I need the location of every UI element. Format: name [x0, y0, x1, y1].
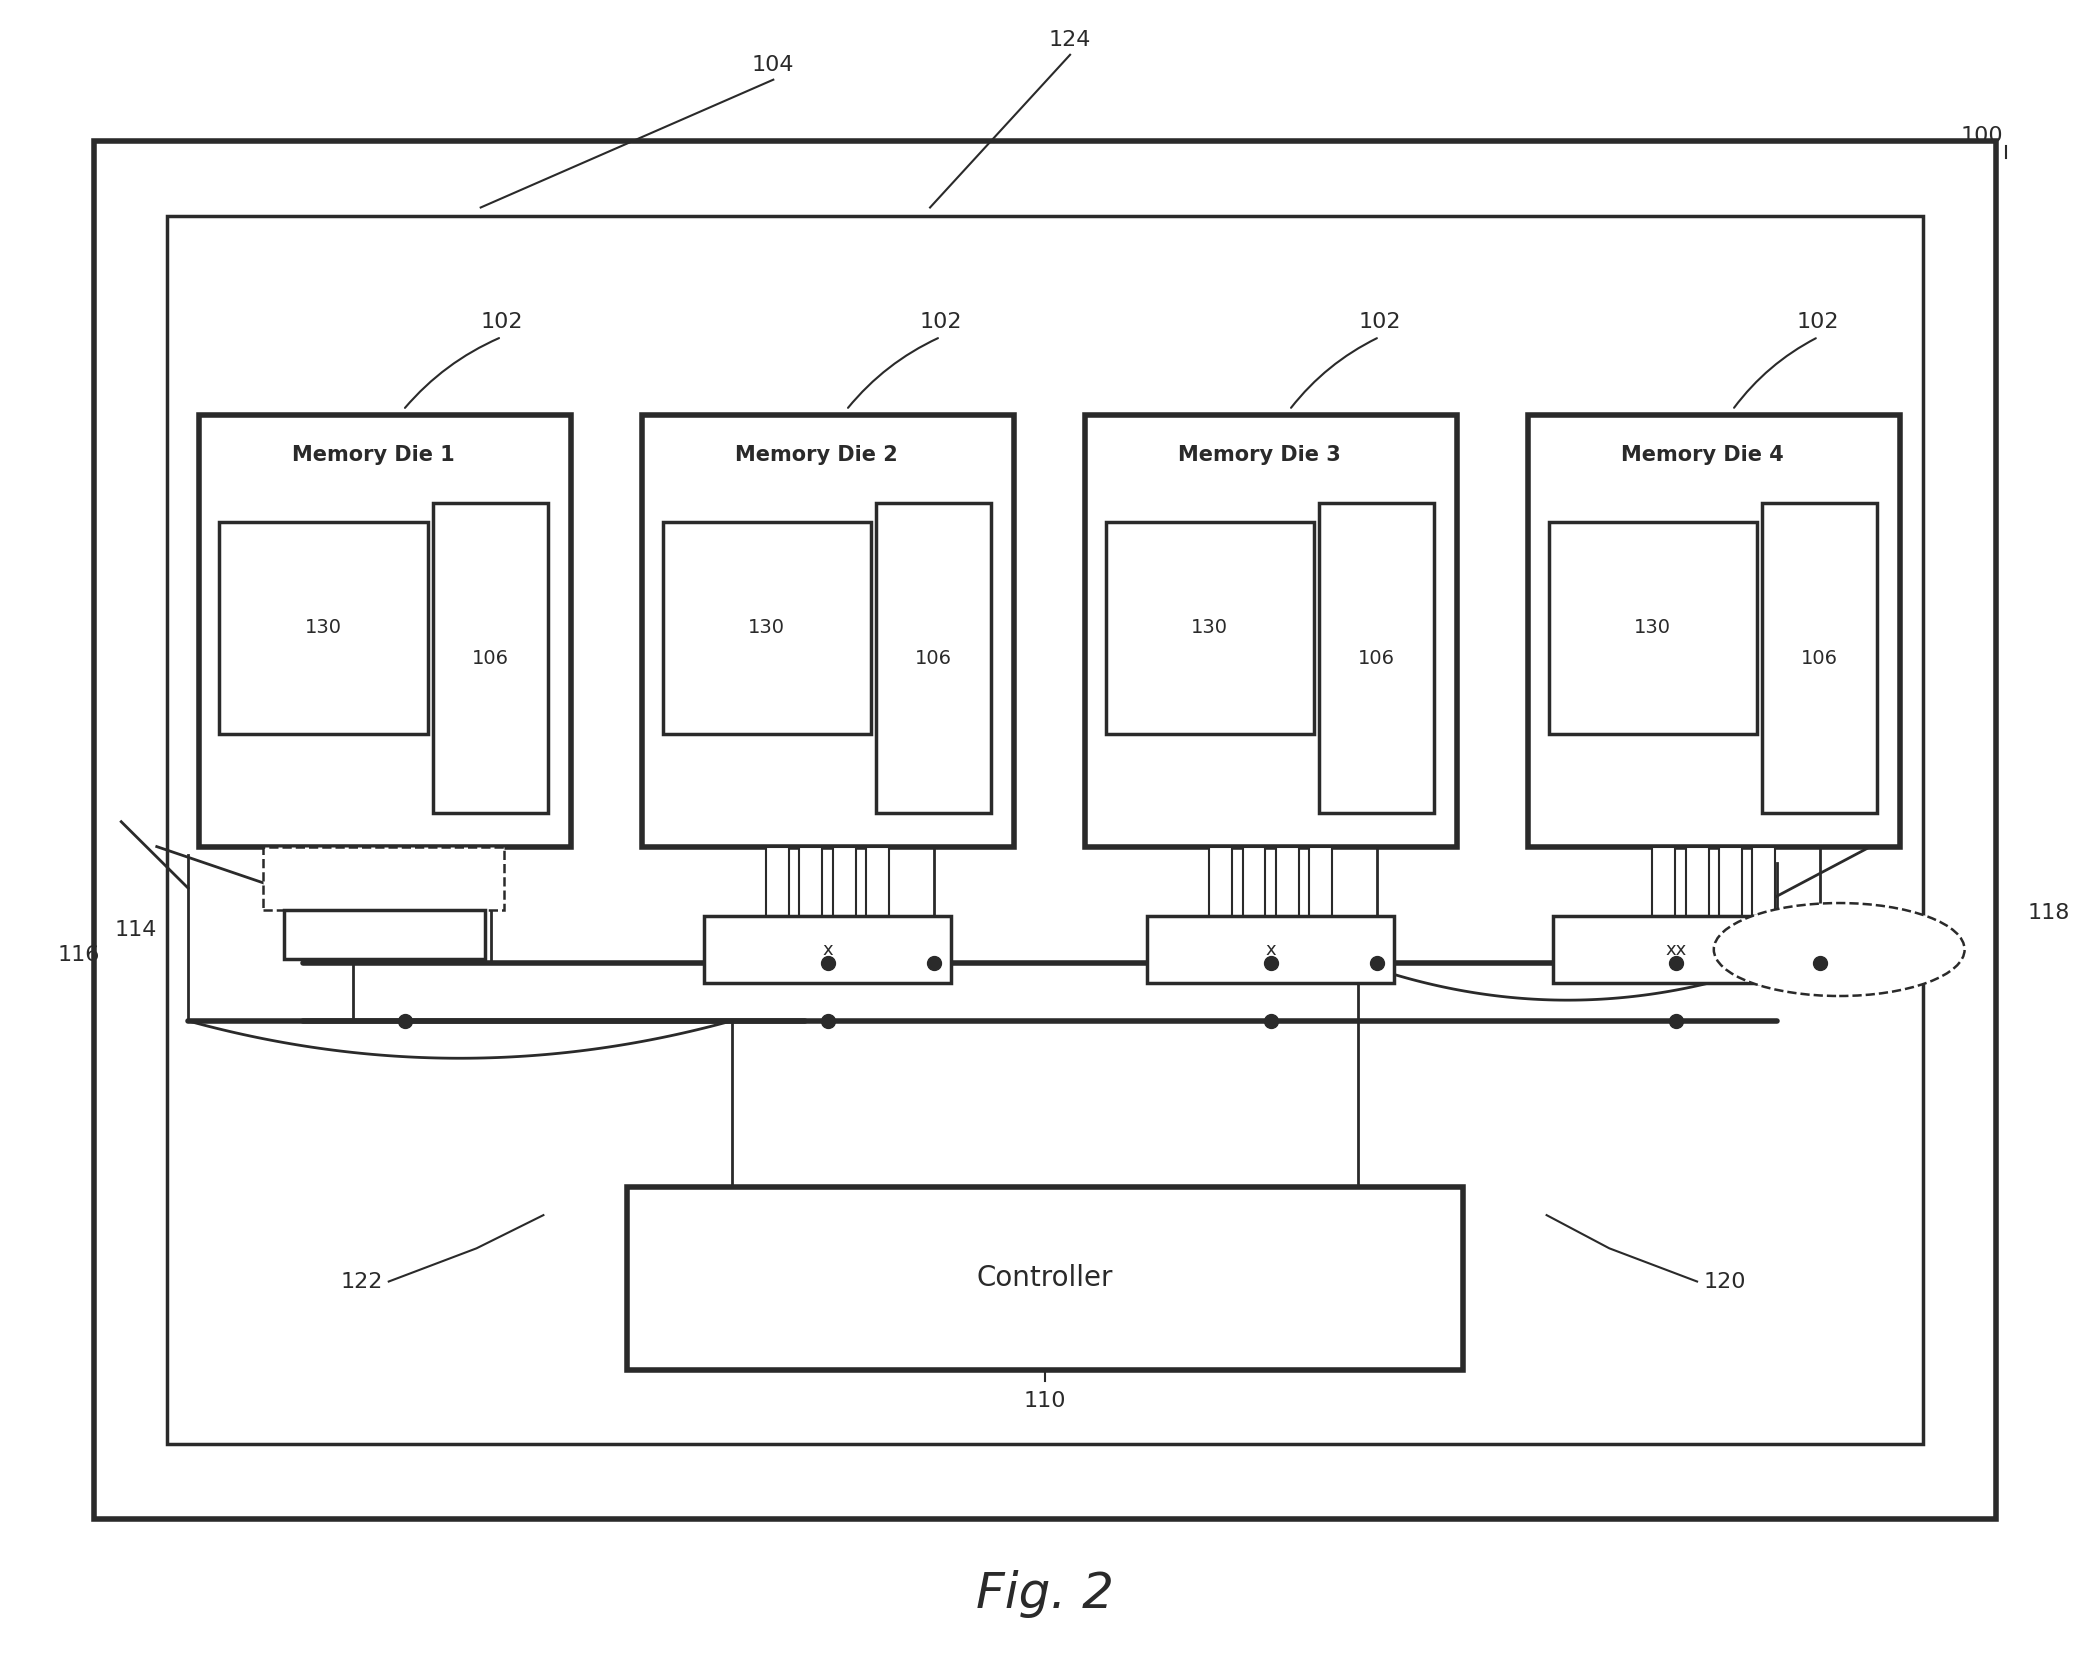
Text: Memory Die 3: Memory Die 3 — [1179, 445, 1342, 465]
Bar — [1651, 847, 1676, 916]
Bar — [876, 503, 991, 813]
Bar — [1549, 523, 1758, 734]
Text: 110: 110 — [1024, 1391, 1066, 1411]
Text: 100: 100 — [1960, 126, 2002, 146]
Ellipse shape — [1714, 903, 1965, 996]
Bar — [263, 847, 504, 910]
Text: x: x — [1264, 941, 1277, 958]
Text: x: x — [821, 941, 834, 958]
Text: 130: 130 — [1634, 619, 1672, 637]
Bar — [1762, 503, 1877, 813]
Text: 102: 102 — [481, 312, 522, 332]
Text: 106: 106 — [472, 649, 510, 667]
Bar — [1085, 415, 1457, 847]
Bar — [800, 847, 823, 916]
Bar — [834, 847, 857, 916]
Bar — [167, 216, 1923, 1444]
Text: 106: 106 — [1358, 649, 1396, 667]
Bar — [704, 916, 951, 983]
Bar — [1241, 847, 1267, 916]
Bar — [767, 847, 790, 916]
Bar — [642, 415, 1014, 847]
Text: 104: 104 — [752, 55, 794, 75]
Text: 114: 114 — [115, 920, 157, 940]
Text: 102: 102 — [920, 312, 961, 332]
Bar — [1754, 847, 1776, 916]
Text: Controller: Controller — [976, 1265, 1114, 1291]
Bar — [867, 847, 890, 916]
Text: 122: 122 — [341, 1272, 382, 1291]
Text: 118: 118 — [2027, 903, 2069, 923]
Bar — [627, 1187, 1463, 1369]
Text: 106: 106 — [915, 649, 953, 667]
Bar — [1319, 503, 1434, 813]
Bar — [199, 415, 571, 847]
Bar — [94, 141, 1996, 1519]
Bar — [219, 523, 428, 734]
Bar — [284, 910, 485, 959]
Bar — [1528, 415, 1900, 847]
Bar — [1685, 847, 1710, 916]
Bar — [433, 503, 548, 813]
Text: 106: 106 — [1802, 649, 1839, 667]
Text: xx: xx — [1666, 941, 1687, 958]
Text: 102: 102 — [1797, 312, 1839, 332]
Text: 102: 102 — [1358, 312, 1400, 332]
Bar — [1275, 847, 1300, 916]
Text: 116: 116 — [59, 945, 100, 964]
Text: 130: 130 — [1191, 619, 1229, 637]
Text: 124: 124 — [1049, 30, 1091, 50]
Bar — [663, 523, 872, 734]
Bar — [1208, 847, 1233, 916]
Bar — [1147, 916, 1394, 983]
Text: 130: 130 — [748, 619, 786, 637]
Text: Memory Die 2: Memory Die 2 — [736, 445, 899, 465]
Bar — [1310, 847, 1333, 916]
Text: Memory Die 4: Memory Die 4 — [1622, 445, 1785, 465]
Bar — [1553, 916, 1799, 983]
Text: 120: 120 — [1703, 1272, 1745, 1291]
Text: 130: 130 — [305, 619, 343, 637]
Text: Fig. 2: Fig. 2 — [976, 1570, 1114, 1617]
Bar — [1720, 847, 1743, 916]
Bar — [1106, 523, 1315, 734]
Text: Memory Die 1: Memory Die 1 — [293, 445, 456, 465]
